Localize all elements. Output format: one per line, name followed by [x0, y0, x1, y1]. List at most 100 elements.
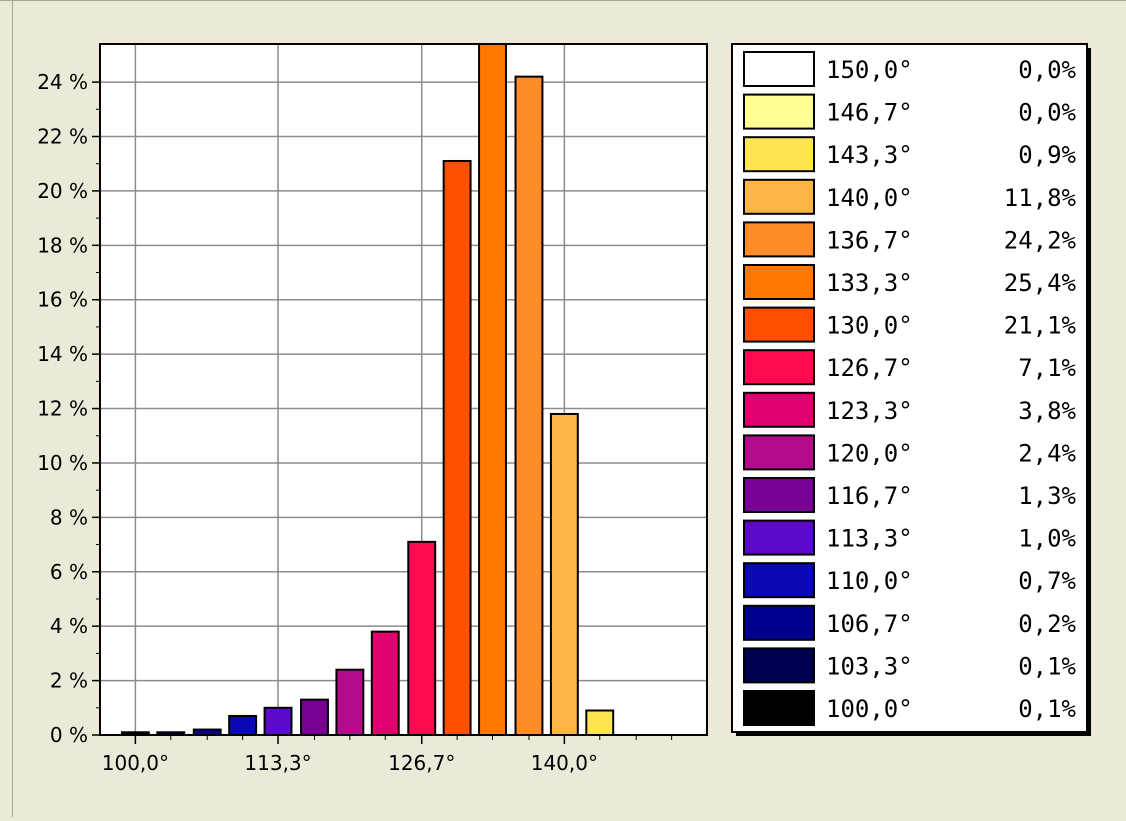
legend-swatch — [743, 306, 815, 343]
legend-percent: 2,4% — [1018, 439, 1076, 467]
legend-item: 133,3° 25,4% — [743, 264, 1077, 300]
legend-percent: 0,1% — [1018, 652, 1076, 680]
legend-label: 130,0° — [826, 312, 913, 340]
legend-label: 100,0° — [826, 695, 913, 723]
legend-percent: 0,2% — [1018, 610, 1076, 638]
bar-series — [120, 43, 615, 737]
legend-percent: 3,8% — [1018, 397, 1076, 425]
window-frame-left — [12, 0, 13, 817]
legend-percent: 1,0% — [1018, 525, 1076, 553]
legend-swatch — [743, 434, 815, 471]
y-tick-label: 20 % — [37, 179, 88, 203]
plot-area — [100, 44, 707, 735]
bar — [585, 709, 615, 736]
legend-item: 106,7° 0,2% — [743, 604, 1077, 641]
legend-swatch — [743, 93, 815, 130]
bar — [300, 698, 329, 736]
legend-label: 123,3° — [826, 397, 913, 425]
legend-item: 136,7° 24,2% — [743, 221, 1077, 258]
legend-item: 126,7° 7,1% — [743, 349, 1077, 386]
y-tick-label: 6 % — [50, 560, 88, 584]
legend-swatch — [743, 690, 815, 726]
bar — [549, 412, 579, 736]
legend-item: 140,0° 11,8% — [743, 178, 1077, 215]
legend-swatch — [743, 136, 815, 173]
legend-label: 140,0° — [826, 184, 913, 212]
legend-item: 113,3° 1,0% — [743, 519, 1077, 556]
legend-label: 103,3° — [826, 652, 913, 680]
legend-label: 110,0° — [826, 567, 913, 595]
legend-swatch — [743, 562, 815, 599]
legend-item: 130,0° 21,1% — [743, 306, 1077, 343]
y-tick-label: 14 % — [37, 342, 88, 366]
legend-label: 146,7° — [826, 99, 913, 127]
legend-label: 120,0° — [826, 439, 913, 467]
x-tick-label: 140,0° — [531, 751, 598, 775]
legend-swatch — [743, 604, 815, 641]
legend-swatch — [743, 391, 815, 428]
legend-item: 100,0° 0,1% — [743, 690, 1077, 726]
legend-percent: 25,4% — [1004, 269, 1077, 297]
bar — [514, 75, 544, 736]
plot-border — [99, 43, 708, 736]
legend-percent: 0,0% — [1018, 56, 1076, 84]
y-tick-label: 22 % — [37, 124, 88, 148]
y-tick-label: 8 % — [50, 505, 88, 529]
legend-percent: 0,0% — [1018, 99, 1076, 127]
legend-item: 146,7° 0,0% — [743, 93, 1077, 130]
gridlines — [100, 44, 707, 735]
legend-label: 136,7° — [826, 226, 913, 254]
y-tick-label: 0 % — [50, 723, 88, 747]
legend-item: 116,7° 1,3% — [743, 477, 1077, 513]
x-tick-label: 126,7° — [388, 751, 455, 775]
y-tick-label: 16 % — [37, 288, 88, 312]
legend-item: 123,3° 3,8% — [743, 391, 1077, 428]
bar — [228, 714, 258, 736]
y-tick-label: 2 % — [50, 669, 88, 693]
legend-percent: 0,9% — [1018, 141, 1076, 169]
legend-label: 113,3° — [826, 525, 913, 553]
bar — [407, 540, 437, 736]
y-tick-label: 10 % — [37, 451, 88, 475]
legend-percent: 7,1% — [1018, 354, 1076, 382]
bar — [335, 668, 365, 737]
x-tick-label: 113,3° — [244, 751, 311, 775]
window-frame-top — [0, 0, 1126, 1]
legend-swatch — [743, 647, 815, 684]
x-tick-label: 100,0° — [102, 751, 169, 775]
legend-label: 116,7° — [826, 482, 913, 510]
legend-swatch — [743, 349, 815, 386]
y-tick-label: 4 % — [50, 614, 88, 638]
y-axis: 0 % 2 % 4 % 6 % 8 % 10 % 12 % 14 % 16 % 18 % 20 % 2… — [37, 70, 100, 747]
legend-item: 150,0° 0,0% — [743, 51, 1077, 87]
legend-label: 143,3° — [826, 141, 913, 169]
legend-swatch — [743, 221, 815, 258]
legend-percent: 11,8% — [1004, 184, 1077, 212]
legend-label: 106,7° — [826, 610, 913, 638]
legend-percent: 0,7% — [1018, 567, 1076, 595]
legend-percent: 1,3% — [1018, 482, 1076, 510]
legend-percent: 24,2% — [1004, 226, 1077, 254]
y-tick-label: 24 % — [37, 70, 88, 94]
bar — [370, 630, 400, 737]
x-axis: 100,0° 113,3° 126,7° 140,0° — [102, 735, 673, 775]
bar — [263, 706, 293, 737]
legend-label: 150,0° — [826, 56, 913, 84]
bar — [442, 159, 472, 737]
legend-item: 143,3° 0,9% — [743, 136, 1077, 173]
legend-label: 133,3° — [826, 269, 913, 297]
legend-swatch — [743, 178, 815, 215]
legend-swatch — [743, 519, 815, 556]
legend-percent: 0,1% — [1018, 695, 1076, 723]
legend-swatch — [743, 51, 815, 87]
legend-item: 120,0° 2,4% — [743, 434, 1077, 471]
y-tick-label: 18 % — [37, 233, 88, 257]
legend-item: 103,3° 0,1% — [743, 647, 1077, 684]
legend-swatch — [743, 264, 815, 300]
legend-label: 126,7° — [826, 354, 913, 382]
legend-item: 110,0° 0,7% — [743, 562, 1077, 599]
legend: 150,0° 0,0% 146,7° 0,0% 143,3° 0,9% 140,0° 11,8… — [731, 43, 1091, 736]
legend-percent: 21,1% — [1004, 312, 1077, 340]
